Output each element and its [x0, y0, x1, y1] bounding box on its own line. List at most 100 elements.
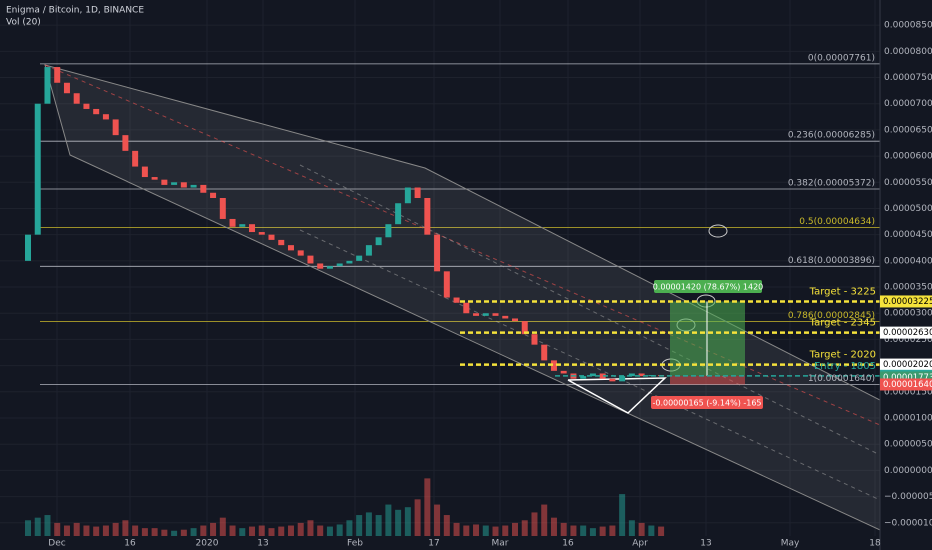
volume-bar [278, 526, 285, 536]
volume-bar [463, 525, 470, 536]
candle [404, 187, 411, 204]
candle [326, 266, 333, 269]
candle [521, 321, 528, 335]
volume-bar [619, 494, 626, 536]
candle [102, 114, 109, 120]
target-label: Entry - 1805 [814, 361, 876, 372]
price-badge [880, 358, 932, 371]
price-badge [880, 295, 932, 308]
volume-bar [190, 528, 197, 536]
volume-bar [365, 512, 372, 536]
volume-bar [93, 526, 100, 536]
volume-bar [268, 528, 275, 536]
candle [336, 263, 343, 267]
price-badge-label: 0.00001640 [883, 380, 932, 390]
x-tick-label: 16 [124, 539, 136, 549]
volume-bar [550, 517, 557, 536]
x-tick-label: Apr [632, 539, 648, 549]
candle [580, 376, 587, 379]
indicator: Vol (20) [6, 18, 41, 28]
candle [365, 245, 372, 256]
x-tick-label: Feb [347, 539, 363, 549]
candle [424, 198, 431, 235]
volume-bar [44, 515, 51, 536]
profit-badge [654, 280, 762, 293]
volume-bar [356, 515, 363, 536]
x-tick-label: Mar [492, 539, 509, 549]
candle [229, 218, 236, 227]
volume-bar [589, 528, 596, 536]
marker [708, 224, 728, 238]
candle [599, 373, 606, 379]
volume-bar [521, 520, 528, 536]
candle [434, 234, 441, 272]
candle [453, 297, 460, 303]
candle [375, 237, 382, 246]
loss-badge [651, 396, 763, 409]
candle [385, 224, 392, 238]
fib-label: 0.5(0.00004634) [799, 217, 875, 227]
volume-bar [297, 522, 304, 536]
candle [210, 192, 217, 198]
price-badge-label: 0.00002630 [883, 328, 932, 338]
candle [560, 370, 567, 374]
candle [219, 198, 226, 219]
candle [512, 318, 518, 322]
candle [122, 135, 129, 151]
candle [190, 184, 197, 188]
candle [482, 313, 489, 316]
volume-bar [63, 525, 70, 536]
candle [473, 313, 480, 316]
candle [609, 378, 616, 382]
candle [44, 67, 51, 104]
candle [34, 103, 41, 235]
volume-bar [336, 524, 343, 536]
volume-bar [492, 526, 499, 536]
candle [141, 166, 148, 178]
volume-bar [648, 525, 655, 536]
fib-label: 0.786(0.00002845) [788, 311, 875, 321]
price-axis [880, 0, 932, 550]
candle [200, 184, 207, 193]
volume-bar [560, 522, 567, 536]
volume-bar [229, 525, 236, 536]
candle [541, 344, 548, 361]
candle [395, 203, 402, 225]
volume-bar [258, 525, 265, 536]
volume-bar [609, 525, 616, 536]
volume-bar [434, 504, 441, 536]
volume-bar [628, 520, 635, 536]
volume-bar [580, 525, 587, 536]
pattern [567, 377, 667, 414]
volume-bar [346, 520, 353, 536]
volume-bar [482, 525, 489, 536]
x-tick-label: May [781, 539, 800, 549]
volume-bar [161, 529, 168, 536]
volume-bar [210, 522, 217, 536]
volume-bar [453, 522, 460, 536]
volume-bar [307, 520, 314, 536]
candle [73, 93, 80, 104]
candle [492, 313, 499, 316]
target-label: Target - 3225 [809, 286, 876, 297]
candle [171, 182, 178, 185]
x-tick-label: 16 [562, 539, 574, 549]
volume-bar [122, 520, 129, 536]
fib-label: 0.236(0.00006285) [788, 131, 875, 141]
volume-bar [658, 526, 665, 536]
volume-bar [180, 529, 187, 536]
volume-bar [424, 478, 431, 536]
volume-bar [171, 530, 178, 536]
volume-bar [375, 515, 382, 536]
target-label: Target - 2345 [809, 318, 876, 329]
